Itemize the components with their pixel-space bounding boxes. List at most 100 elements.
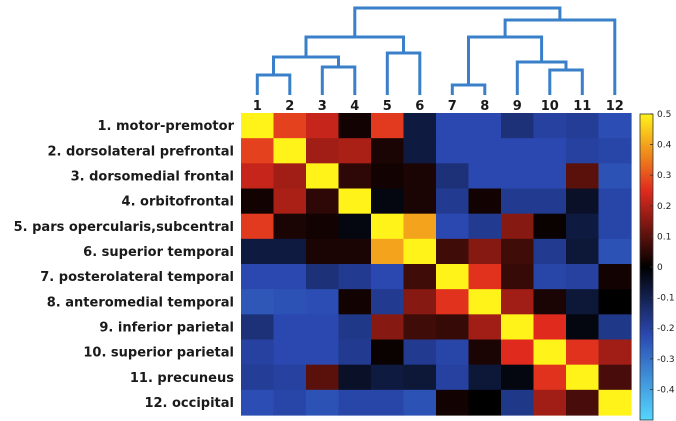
heatmap-cell-11-7 [436,364,470,391]
heatmap-cell-9-4 [338,314,372,341]
column-label: 11 [573,99,591,114]
heatmap-cell-12-1 [241,389,275,416]
heatmap-cell-6-9 [501,238,535,265]
dendrogram-branch [255,73,292,95]
heatmap-cell-12-12 [598,389,632,416]
heatmap-cell-4-10 [533,188,567,215]
heatmap-cell-9-10 [533,314,567,341]
colorbar-tick-label: -0.2 [657,324,675,334]
heatmap-cell-9-11 [566,314,600,341]
heatmap-cell-10-9 [501,339,535,366]
heatmap-cell-4-6 [403,188,437,215]
heatmap-cell-9-9 [501,314,535,341]
heatmap-cell-8-3 [306,289,340,315]
heatmap-cell-5-8 [468,213,502,240]
heatmap-cell-11-9 [501,364,535,391]
heatmap-cell-3-3 [306,163,340,190]
heatmap-cell-7-1 [241,264,275,290]
heatmap-cell-7-2 [273,264,307,290]
heatmap-cell-3-2 [273,163,307,190]
heatmap-cell-2-5 [371,138,405,164]
colorbar-tick-label: 0.5 [657,110,671,120]
heatmap-cell-5-7 [436,213,470,240]
row-labels: 1. motor-premotor 2. dorsolateral prefron… [14,119,235,411]
row-label: 3. dorsomedial frontal [71,169,234,184]
heatmap-cell-7-4 [338,264,372,290]
row-label: 1. motor-premotor [97,119,234,134]
heatmap-cell-10-11 [566,339,600,366]
heatmap-cell-11-4 [338,364,372,391]
heatmap-cell-5-2 [273,213,307,240]
heatmap-cell-3-5 [371,163,405,190]
heatmap-cell-1-6 [403,113,437,139]
row-label: 7. posterolateral temporal [40,270,234,285]
heatmap-cell-2-6 [403,138,437,164]
row-label: 8. anteromedial temporal [47,295,234,310]
heatmap-cell-8-1 [241,289,275,315]
heatmap-cell-10-4 [338,339,372,366]
heatmap-cell-3-11 [566,163,600,190]
dendrogram-branch [515,60,568,95]
heatmap-cell-7-7 [436,264,470,290]
heatmap-cell-12-10 [533,389,567,416]
colorbar: 0.5 0.4 0.3 0.2 0.1 0 -0.1 -0.2 -0.3 -0.4 [639,110,675,421]
row-label: 4. orbitofrontal [122,195,234,210]
heatmap-cell-1-1 [241,113,275,139]
heatmap-cell-11-12 [598,364,632,391]
heatmap-cell-3-1 [241,163,275,190]
heatmap-cell-1-4 [338,113,372,139]
heatmap-cell-7-10 [533,264,567,290]
heatmap-cell-8-7 [436,289,470,315]
heatmap-cells [241,113,632,416]
heatmap-cell-4-3 [306,188,340,215]
heatmap-cell-10-3 [306,339,340,366]
heatmap-cell-6-5 [371,238,405,265]
heatmap-cell-11-11 [566,364,600,391]
row-label: 6. superior temporal [83,245,234,260]
heatmap-cell-4-9 [501,188,535,215]
column-label: 6 [415,99,424,114]
heatmap-cell-11-5 [371,364,405,391]
heatmap-cell-5-6 [403,213,437,240]
heatmap-cell-11-3 [306,364,340,391]
heatmap-cell-2-10 [533,138,567,164]
row-label: 5. pars opercularis,subcentral [14,220,234,235]
heatmap-cell-6-3 [306,238,340,265]
heatmap-cell-10-7 [436,339,470,366]
heatmap-cell-7-12 [598,264,632,290]
heatmap-cell-4-2 [273,188,307,215]
heatmap-cell-1-5 [371,113,405,139]
heatmap-cell-10-10 [533,339,567,366]
heatmap-cell-8-8 [468,289,502,315]
heatmap-cell-12-6 [403,389,437,416]
colorbar-tick-label: 0 [657,263,663,273]
heatmap-cell-1-7 [436,113,470,139]
heatmap-cell-6-2 [273,238,307,265]
column-label: 7 [448,99,457,114]
heatmap-cell-11-8 [468,364,502,391]
heatmap-cell-12-2 [273,389,307,416]
heatmap-cell-5-3 [306,213,340,240]
row-label: 2. dorsolateral prefrontal [48,144,234,159]
heatmap-cell-8-6 [403,289,437,315]
heatmap-cell-9-2 [273,314,307,341]
heatmap-cell-9-1 [241,314,275,341]
heatmap-cell-10-1 [241,339,275,366]
heatmap-cell-1-3 [306,113,340,139]
heatmap-cell-3-4 [338,163,372,190]
heatmap-cell-12-5 [371,389,405,416]
heatmap-cell-5-4 [338,213,372,240]
heatmap-cell-2-7 [436,138,470,164]
heatmap-cell-10-5 [371,339,405,366]
dendrogram [255,6,617,95]
heatmap-cell-2-12 [598,138,632,164]
heatmap-cell-11-2 [273,364,307,391]
heatmap-cell-9-5 [371,314,405,341]
heatmap-cell-6-12 [598,238,632,265]
heatmap-cell-3-9 [501,163,535,190]
heatmap-cell-3-12 [598,163,632,190]
column-label: 4 [350,99,359,114]
heatmap-cell-5-9 [501,213,535,240]
dendrogram-branch [320,65,357,95]
